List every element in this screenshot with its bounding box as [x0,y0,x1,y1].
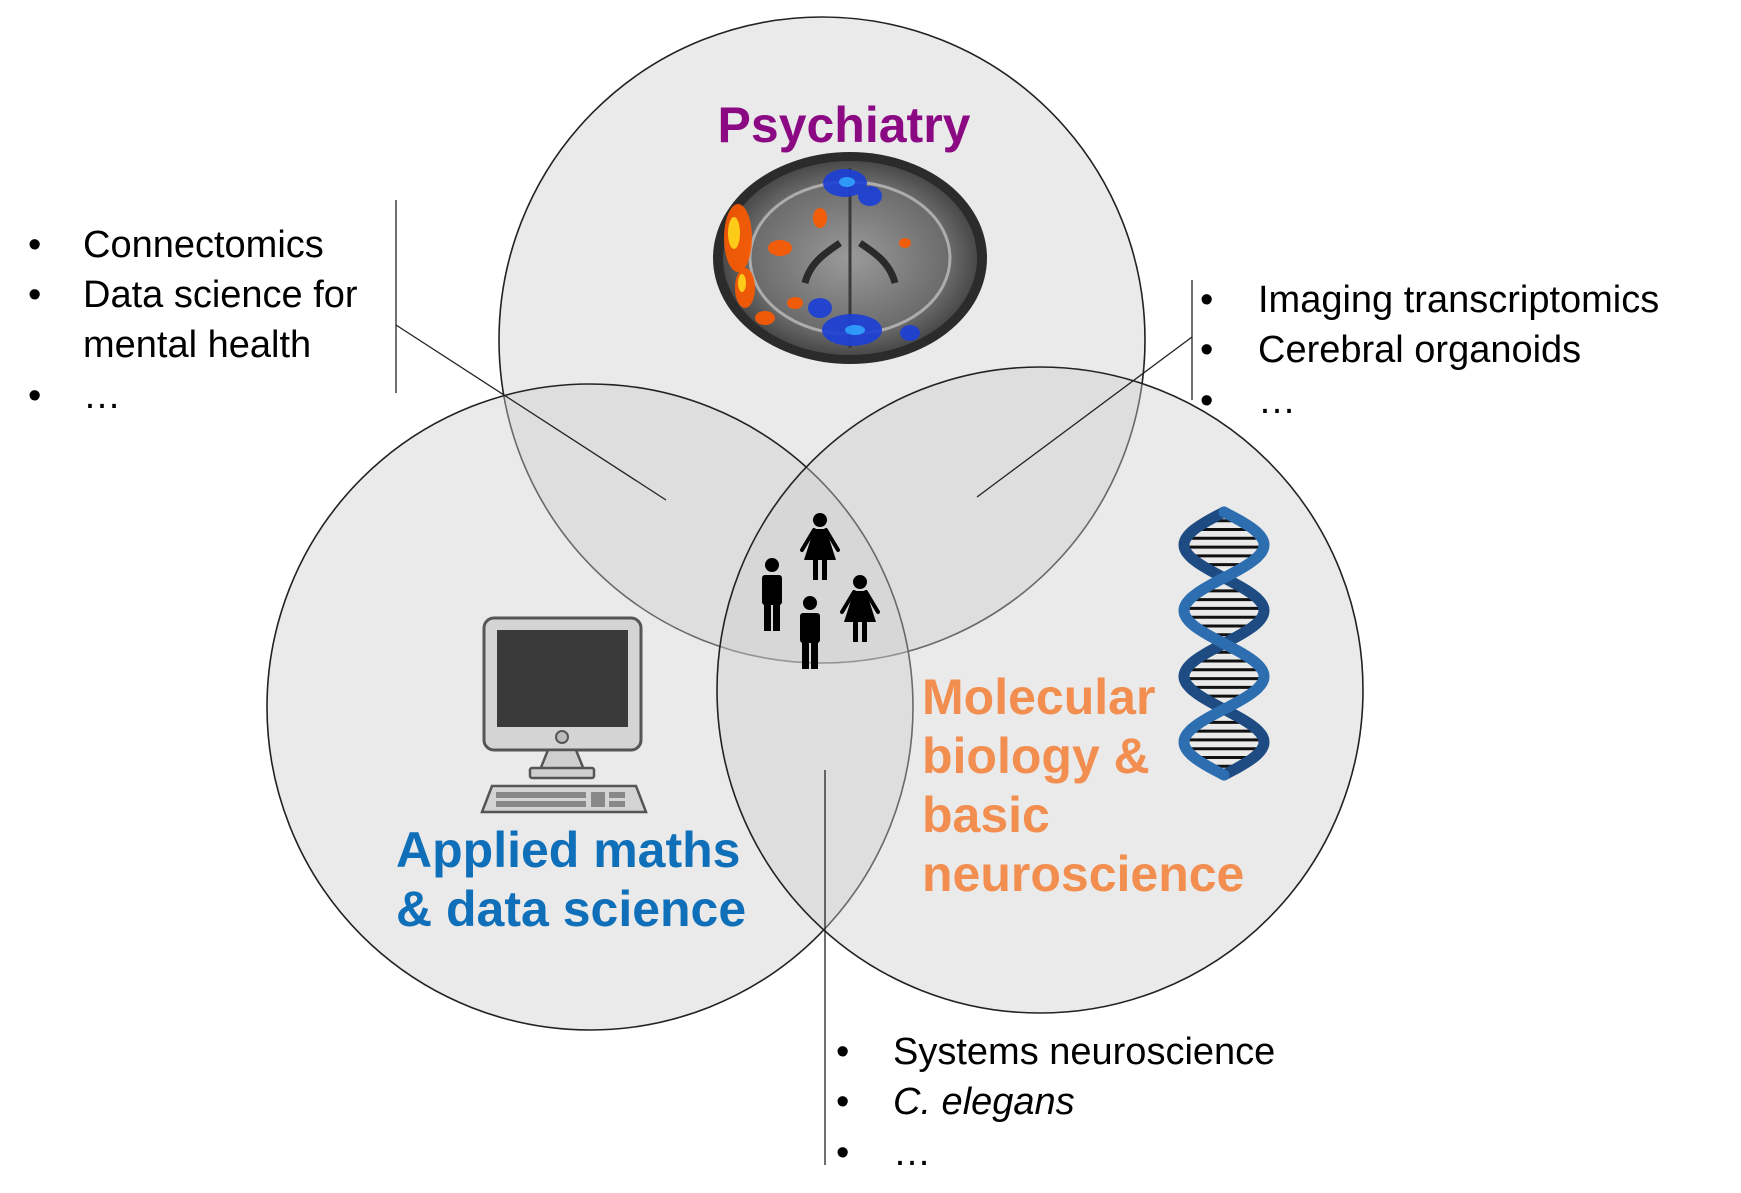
list-item: Systems neuroscience [893,1031,1275,1073]
list-item: C. elegans [893,1081,1075,1123]
bottom-list: • Systems neuroscience • C. elegans • … [836,1031,1275,1174]
psychiatry-label: Psychiatry [718,97,971,153]
list-item: Cerebral organoids [1258,329,1581,371]
list-item: … [1258,380,1296,422]
woman-icon [800,513,840,580]
list-item: Imaging transcriptomics [1258,279,1659,321]
list-bullet: • [28,224,41,266]
list-bullet: • [1200,380,1213,422]
dna-helix-icon [1178,506,1270,781]
list-item: … [83,375,121,417]
man-icon [762,558,782,631]
top-right-connector [976,336,1193,498]
molecular-biology-label: Molecular biology & basic neuroscience [922,669,1244,902]
dna-strand [1178,506,1270,781]
molecular-label-line: biology & [922,728,1150,784]
applied-maths-label-line: Applied maths [396,822,740,878]
list-item: mental health [83,324,311,366]
list-bullet: • [28,274,41,316]
top-left-connector [395,324,667,501]
list-bullet: • [836,1132,849,1174]
top-right-list: • Imaging transcriptomics • Cerebral org… [1200,279,1659,422]
molecular-label-line: Molecular [922,669,1155,725]
molecular-label-line: basic [922,787,1050,843]
applied-maths-label: Applied maths & data science [396,822,754,937]
people-icon [762,513,880,669]
list-bullet: • [28,375,41,417]
connector-lines [395,200,1193,1165]
list-bullet: • [1200,279,1213,321]
brain-scan-icon [713,152,987,364]
list-item: Connectomics [83,224,324,266]
man-icon [800,596,820,669]
desktop-computer-icon [480,616,648,814]
list-bullet: • [836,1031,849,1073]
applied-maths-label-line: & data science [396,881,746,937]
list-item: … [893,1132,931,1174]
list-bullet: • [1200,329,1213,371]
molecular-label-line: neuroscience [922,846,1244,902]
list-item: Data science for [83,274,358,316]
top-left-list: • Connectomics • Data science for mental… [28,224,358,417]
list-bullet: • [836,1081,849,1123]
woman-icon [840,575,880,642]
